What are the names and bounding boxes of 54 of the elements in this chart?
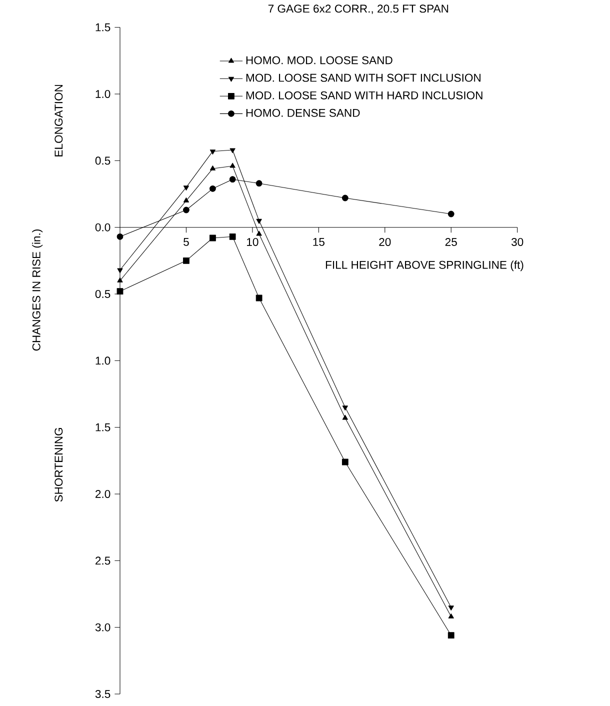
point <box>448 613 454 618</box>
legend-label: HOMO. MOD. LOOSE SAND <box>246 56 392 64</box>
point <box>448 210 454 218</box>
point <box>230 148 236 154</box>
point <box>117 277 123 282</box>
point <box>448 606 454 611</box>
chart-title: 7 GAGE 6x2 CORR., 20.5 FT SPAN <box>268 4 448 14</box>
x-axis-title: FILL HEIGHT ABOVE SPRINGLINE (ft) <box>326 260 524 272</box>
point <box>183 206 190 214</box>
point <box>256 230 262 236</box>
point <box>183 186 190 191</box>
point <box>256 180 262 187</box>
y-tick-label: 0.0 <box>95 223 110 232</box>
x-tick-label: 30 <box>511 238 524 246</box>
point <box>116 233 124 240</box>
point <box>256 218 262 224</box>
y-tick-label: 1.5 <box>96 23 110 32</box>
point <box>183 197 190 202</box>
point <box>342 406 348 411</box>
point <box>116 288 124 295</box>
point <box>183 257 190 264</box>
point <box>448 632 454 639</box>
point <box>229 176 236 183</box>
point <box>256 294 262 302</box>
point <box>229 233 236 240</box>
legend-label: MOD. LOOSE SAND WITH HARD INCLUSION <box>246 91 482 100</box>
point <box>342 414 348 420</box>
x-tick-label: 25 <box>445 238 457 246</box>
point <box>230 162 236 168</box>
point <box>342 458 348 466</box>
legend-label: MOD. LOOSE SAND WITH SOFT INCLUSION <box>246 74 480 82</box>
legend-label: HOMO. DENSE SAND <box>246 108 360 117</box>
y-tick-label: 1.0 <box>96 90 110 98</box>
y-tick-label: 3.0 <box>95 623 110 632</box>
point <box>210 150 216 155</box>
text: ELONGATION <box>54 84 63 156</box>
y-tick-label: 3.5 <box>95 690 110 698</box>
y-tick-label: 1.5 <box>96 423 110 432</box>
point <box>210 234 216 242</box>
y-axis-title: CHANGES IN RISE (in.) <box>32 230 43 351</box>
point <box>210 185 216 192</box>
x-tick-label: 10 <box>247 238 258 246</box>
point <box>342 194 348 202</box>
x-tick-label: 20 <box>379 238 391 246</box>
y-tick-label: 2.5 <box>96 556 110 565</box>
x-tick-label: 5 <box>184 238 189 246</box>
y-tick-label: 0.5 <box>95 290 110 298</box>
text: SHORTENING <box>54 428 63 502</box>
y-tick-label: 0.5 <box>95 156 110 165</box>
point <box>210 165 216 170</box>
x-tick-label: 15 <box>313 238 324 246</box>
y-tick-label: 2.0 <box>96 490 110 498</box>
y-tick-label: 1.0 <box>96 356 110 365</box>
point <box>117 268 123 274</box>
